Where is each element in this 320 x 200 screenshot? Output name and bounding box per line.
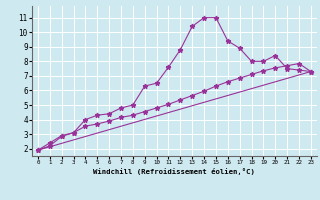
X-axis label: Windchill (Refroidissement éolien,°C): Windchill (Refroidissement éolien,°C)	[93, 168, 255, 175]
